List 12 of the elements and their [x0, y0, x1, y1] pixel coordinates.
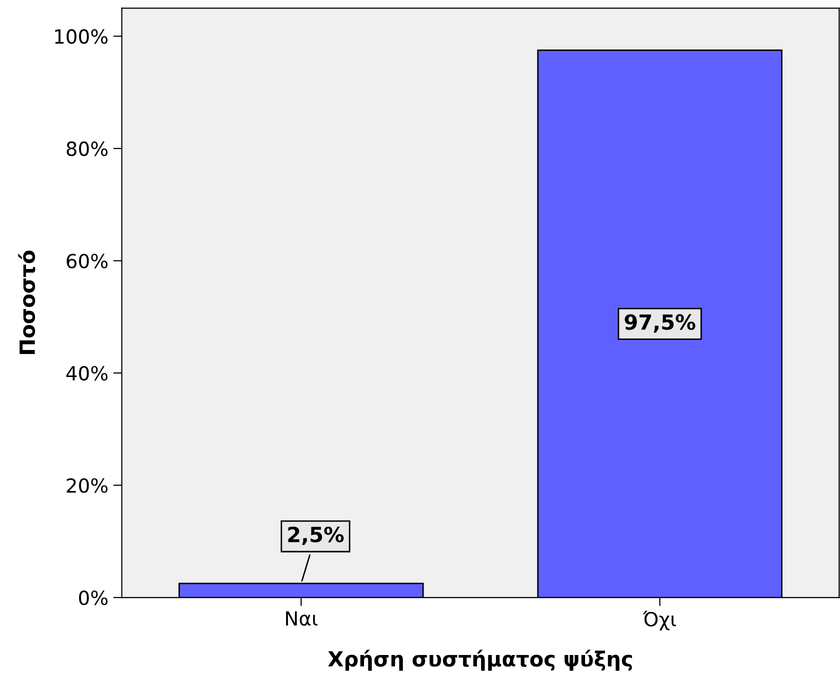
y-tick-label: 40% [66, 366, 108, 381]
y-tick-label: 20% [66, 478, 108, 493]
x-axis-title: Χρήση συστήματος ψύξης [328, 650, 632, 671]
y-tick-label: 80% [66, 141, 108, 156]
y-axis-title: Ποσοστό [18, 250, 36, 354]
data-label: 97,5% [624, 314, 696, 333]
x-tick-label: Ναι [286, 611, 318, 626]
y-tick-label: 100% [55, 29, 108, 44]
data-label: 2,5% [288, 526, 344, 546]
y-tick-label: 60% [66, 254, 108, 268]
y-tick-label: 0% [79, 590, 108, 606]
x-tick-label: Όχι [642, 610, 676, 630]
